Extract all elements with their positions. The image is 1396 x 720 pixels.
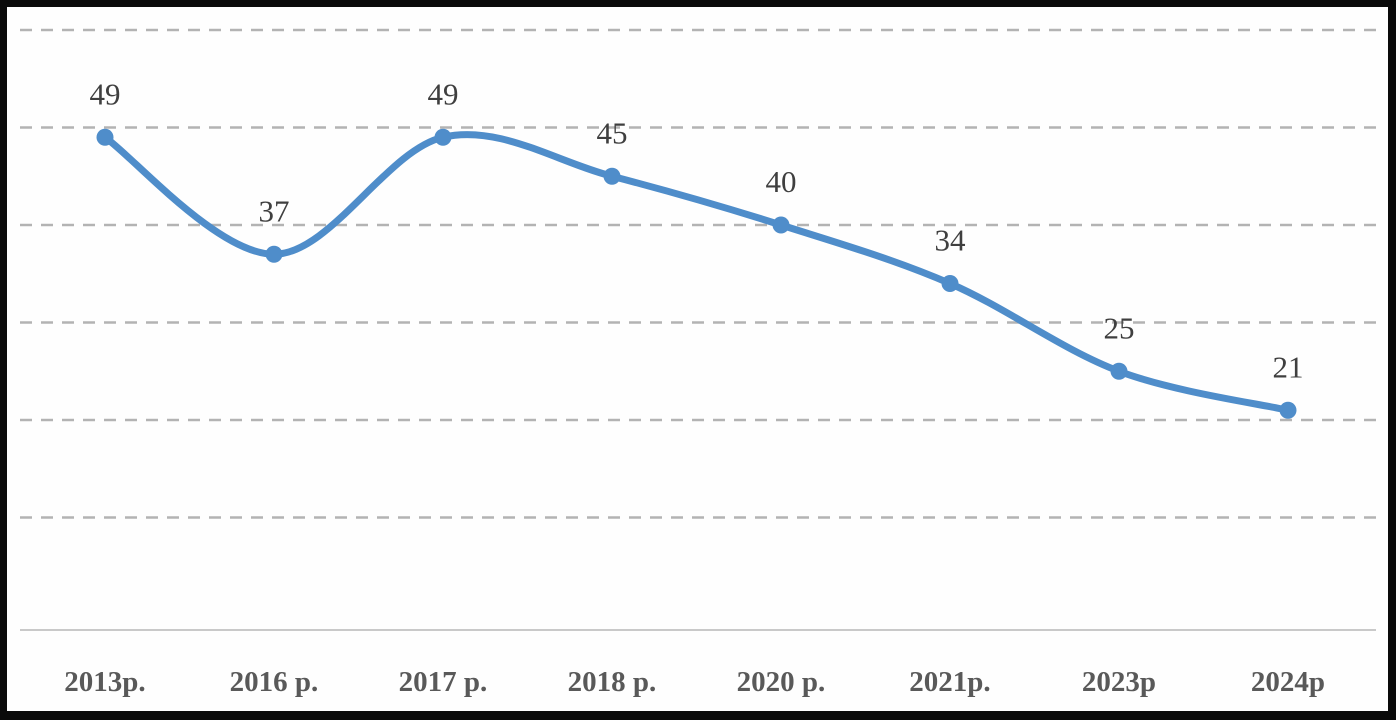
x-axis-label: 2023p	[1082, 666, 1156, 698]
data-point-marker	[434, 128, 452, 146]
data-point-marker	[772, 216, 790, 234]
x-axis-label: 2024p	[1251, 666, 1325, 698]
x-axis-label: 2020 p.	[737, 666, 826, 698]
data-point-marker	[96, 128, 114, 146]
data-label: 45	[597, 115, 628, 150]
x-axis-label: 2013p.	[64, 666, 145, 698]
x-axis-label: 2021p.	[909, 666, 990, 698]
data-label: 40	[766, 164, 797, 199]
data-label: 21	[1273, 349, 1304, 384]
line-chart: 49 2013p. 37 2016 p. 49 2017 p. 45 2018 p. 40 202…	[20, 28, 1376, 698]
data-label: 34	[935, 223, 967, 258]
x-axis-label: 2016 p.	[230, 666, 319, 698]
series-line	[101, 131, 1292, 414]
data-label: 25	[1104, 310, 1135, 345]
data-point-marker	[1279, 401, 1297, 419]
data-label: 37	[259, 193, 290, 228]
data-point-marker	[265, 245, 283, 263]
x-axis-label: 2018 p.	[568, 666, 657, 698]
data-point-marker	[1110, 362, 1128, 380]
data-label: 49	[428, 76, 459, 111]
data-label: 49	[90, 76, 121, 111]
x-axis-label: 2017 p.	[399, 666, 488, 698]
data-point-marker	[941, 275, 959, 292]
data-point-marker	[603, 167, 621, 185]
